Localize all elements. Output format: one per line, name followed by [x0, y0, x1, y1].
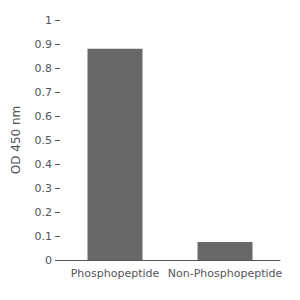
svg-text:0.9: 0.9 — [35, 38, 53, 51]
svg-text:0.2: 0.2 — [35, 206, 53, 219]
svg-text:OD 450 nm: OD 450 nm — [9, 106, 23, 175]
svg-text:Phosphopeptide: Phosphopeptide — [71, 267, 160, 280]
svg-text:1: 1 — [45, 14, 52, 27]
svg-text:Non-Phosphopeptide: Non-Phosphopeptide — [168, 267, 283, 280]
svg-text:0.7: 0.7 — [35, 86, 53, 99]
svg-text:0.6: 0.6 — [35, 110, 53, 123]
svg-text:0.5: 0.5 — [35, 134, 53, 147]
svg-text:0.3: 0.3 — [35, 182, 53, 195]
svg-text:0.1: 0.1 — [35, 230, 53, 243]
svg-text:0.8: 0.8 — [35, 62, 53, 75]
svg-text:0.4: 0.4 — [35, 158, 53, 171]
svg-text:0: 0 — [45, 254, 52, 267]
